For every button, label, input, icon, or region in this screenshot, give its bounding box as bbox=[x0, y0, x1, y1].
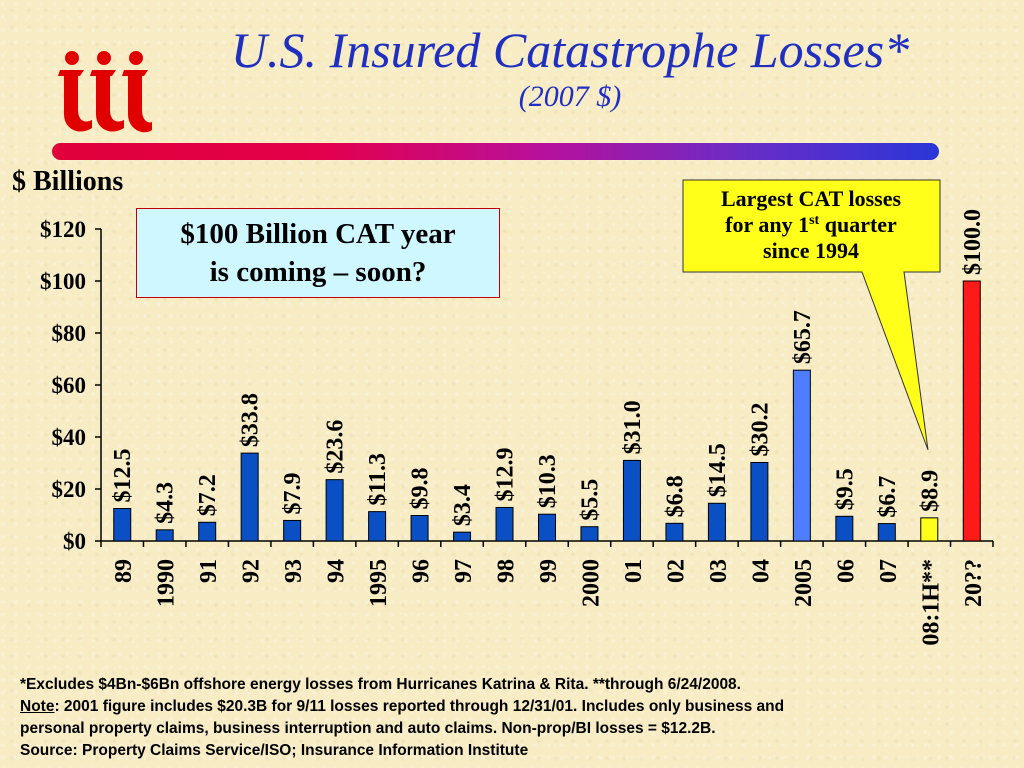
x-category-label: 97 bbox=[451, 559, 477, 583]
bar-value-label: $9.8 bbox=[408, 468, 434, 510]
callout-bubble-line2-post: quarter bbox=[819, 212, 897, 237]
callout-box: $100 Billion CAT year is coming – soon? bbox=[136, 208, 500, 298]
bar bbox=[962, 280, 981, 542]
x-category-label: 96 bbox=[409, 559, 435, 583]
bar bbox=[453, 531, 472, 542]
x-category-label: 94 bbox=[324, 559, 350, 583]
bar bbox=[240, 452, 259, 542]
x-category-label: 20?? bbox=[961, 559, 987, 607]
bar bbox=[113, 508, 132, 542]
bar-chart: $0 $20 $40 $60 $80 $100 $120 $12.5 $4.3 $7.2 $33.… bbox=[40, 179, 994, 646]
bar-value-label: $7.9 bbox=[280, 472, 306, 514]
y-tick-label: $40 bbox=[52, 425, 87, 450]
y-tick-label: $100 bbox=[40, 269, 86, 294]
x-category-label: 99 bbox=[536, 559, 562, 583]
bar-value-label: $12.9 bbox=[493, 447, 519, 501]
bar bbox=[368, 511, 387, 542]
bar-value-label: $23.6 bbox=[323, 420, 349, 474]
x-category-label: 1990 bbox=[154, 559, 180, 607]
callout-bubble-line1: Largest CAT losses bbox=[721, 186, 902, 211]
bar bbox=[792, 369, 811, 542]
bar-value-label: $31.0 bbox=[620, 400, 646, 454]
footnotes: *Excludes $4Bn-$6Bn offshore energy loss… bbox=[20, 674, 1015, 762]
bar bbox=[155, 529, 174, 542]
bar-value-label: $65.7 bbox=[790, 310, 816, 364]
bar bbox=[750, 461, 769, 542]
bar-value-label: $10.3 bbox=[535, 454, 561, 508]
bar-value-label: $12.5 bbox=[110, 449, 136, 503]
footnote-line-2-text: : 2001 figure includes $20.3B for 9/11 l… bbox=[54, 698, 785, 715]
bar bbox=[877, 523, 896, 542]
bar-value-label: $100.0 bbox=[960, 209, 986, 275]
bar-value-label: $6.7 bbox=[875, 476, 901, 518]
bar bbox=[198, 521, 217, 542]
y-axis-units-label: $ Billions bbox=[12, 166, 124, 197]
bar-value-label: $11.3 bbox=[365, 453, 391, 506]
bar bbox=[665, 522, 684, 542]
bar bbox=[580, 526, 599, 542]
bar bbox=[920, 517, 939, 542]
callout-bubble-line2-sup: st bbox=[809, 213, 819, 228]
footnote-line-3: personal property claims, business inter… bbox=[20, 720, 716, 737]
footnote-line-4: Source: Property Claims Service/ISO; Ins… bbox=[20, 742, 529, 759]
callout-box-line2: is coming – soon? bbox=[209, 256, 427, 288]
x-category-label: 91 bbox=[196, 559, 222, 583]
callout-box-line1: $100 Billion CAT year bbox=[180, 218, 456, 250]
callout-bubble bbox=[682, 179, 941, 451]
bar bbox=[538, 513, 556, 542]
x-category-label: 08:1H** bbox=[918, 559, 944, 646]
header-divider bbox=[52, 143, 939, 160]
footnote-line-2: Note: 2001 figure includes $20.3B for 9/… bbox=[20, 696, 1015, 718]
callout-bubble-line3: since 1994 bbox=[763, 238, 859, 263]
bar bbox=[622, 459, 641, 542]
bar-value-label: $5.5 bbox=[577, 479, 603, 521]
bar bbox=[707, 502, 726, 542]
x-category-label: 04 bbox=[748, 559, 774, 583]
x-category-label: 93 bbox=[281, 559, 307, 583]
x-category-label: 92 bbox=[239, 559, 265, 583]
bar bbox=[283, 519, 302, 542]
x-category-label: 89 bbox=[111, 559, 137, 583]
bar-value-label: $14.5 bbox=[705, 443, 731, 497]
bar-value-label: $6.8 bbox=[662, 475, 688, 517]
y-tick-label: $80 bbox=[52, 321, 87, 346]
footnote-note-word: Note bbox=[20, 698, 55, 715]
x-category-label: 2005 bbox=[791, 559, 817, 607]
bar-value-label: $8.9 bbox=[917, 470, 943, 512]
bar-value-label: $30.2 bbox=[747, 402, 773, 456]
y-tick-label: $60 bbox=[52, 373, 87, 398]
iii-logo bbox=[58, 51, 152, 133]
bar-value-label: $7.2 bbox=[195, 474, 221, 516]
bar-value-label: $4.3 bbox=[153, 482, 179, 524]
y-tick-label: $20 bbox=[52, 477, 87, 502]
y-tick-label: $0 bbox=[63, 529, 86, 554]
x-category-label: 1995 bbox=[366, 559, 392, 607]
x-category-label: 02 bbox=[663, 559, 689, 583]
x-category-label: 98 bbox=[494, 559, 520, 583]
bar bbox=[495, 506, 514, 542]
bar bbox=[410, 515, 429, 542]
chart-title: U.S. Insured Catastrophe Losses* bbox=[230, 22, 910, 78]
bar bbox=[835, 515, 854, 542]
x-category-label: 06 bbox=[833, 559, 859, 583]
callout-bubble-line2-pre: for any 1 bbox=[725, 212, 809, 237]
x-category-label: 01 bbox=[621, 559, 647, 583]
bar-value-label: $3.4 bbox=[450, 484, 476, 526]
bar bbox=[325, 479, 344, 542]
y-tick-label: $120 bbox=[40, 217, 86, 242]
bar-value-label: $33.8 bbox=[238, 393, 264, 447]
x-category-label: 03 bbox=[706, 559, 732, 583]
chart-subtitle: (2007 $) bbox=[518, 80, 622, 113]
footnote-line-1: *Excludes $4Bn-$6Bn offshore energy loss… bbox=[20, 676, 741, 693]
x-category-label: 07 bbox=[876, 559, 902, 583]
bar-value-label: $9.5 bbox=[832, 468, 858, 510]
x-category-label: 2000 bbox=[578, 559, 604, 607]
callout-bubble-line2: for any 1st quarter bbox=[725, 212, 897, 237]
